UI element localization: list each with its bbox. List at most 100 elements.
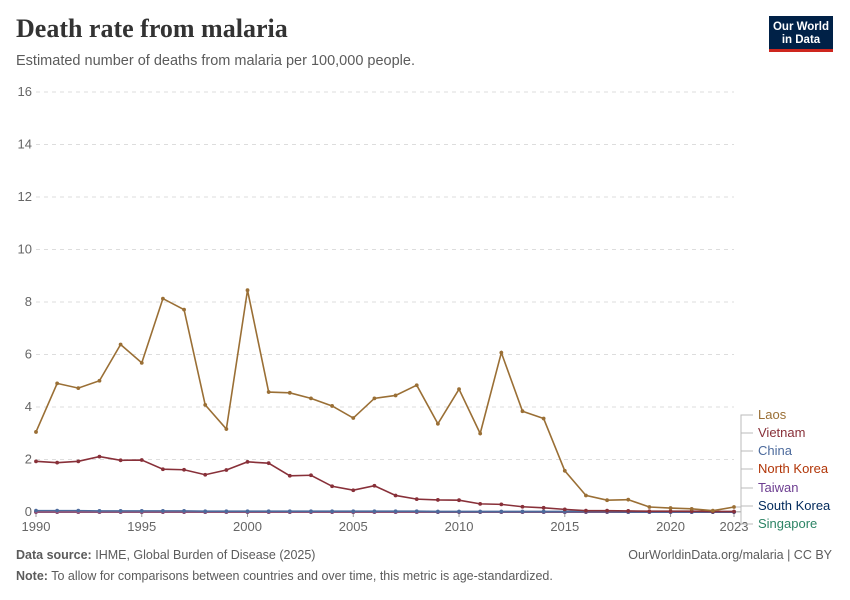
data-point <box>584 493 588 498</box>
series-lines <box>34 288 736 514</box>
data-point <box>351 416 356 420</box>
data-point <box>203 472 208 477</box>
data-point <box>161 509 165 513</box>
chart-subtitle: Estimated number of deaths from malaria … <box>16 53 415 69</box>
data-point <box>118 458 123 463</box>
data-point <box>478 509 483 514</box>
data-point <box>457 509 461 514</box>
x-tick-label: 2005 <box>339 519 368 534</box>
data-point <box>435 498 440 502</box>
series-label-taiwan[interactable]: Taiwan <box>758 480 798 495</box>
y-tick-label: 0 <box>25 504 32 519</box>
data-point <box>435 421 440 426</box>
chart-title: Death rate from malaria <box>16 14 288 43</box>
x-tick-label: 1990 <box>22 519 51 534</box>
x-tick-label: 2020 <box>656 519 685 534</box>
data-point <box>266 461 271 466</box>
y-tick-label: 2 <box>25 452 32 467</box>
y-axis-ticks: 0 2 4 6 8 10 12 14 16 <box>18 84 32 519</box>
data-point <box>224 509 229 514</box>
data-point <box>161 296 165 301</box>
data-point <box>435 509 440 514</box>
data-point <box>76 459 81 464</box>
owid-logo[interactable]: Our World in Data <box>769 16 833 52</box>
x-tick-label: 2015 <box>550 519 579 534</box>
data-point <box>245 509 250 514</box>
series-label-china[interactable]: China <box>758 443 793 458</box>
gridlines <box>36 91 734 513</box>
data-point <box>414 509 419 514</box>
data-point <box>605 498 609 503</box>
data-point <box>34 459 38 464</box>
label-connector <box>736 450 753 513</box>
x-axis-ticks: 1990 1995 2000 2005 2010 2015 2020 2023 <box>22 512 749 534</box>
data-point <box>457 387 461 392</box>
data-point <box>118 509 123 513</box>
x-tick-label: 1995 <box>127 519 156 534</box>
data-point <box>182 509 186 513</box>
data-point <box>499 350 504 355</box>
data-point <box>541 509 546 514</box>
data-point <box>330 404 335 408</box>
data-point <box>139 509 144 513</box>
series-label-laos[interactable]: Laos <box>758 407 787 422</box>
data-point <box>351 509 356 514</box>
note-text: To allow for comparisons between countri… <box>51 569 553 583</box>
data-point <box>605 508 609 513</box>
data-point <box>55 381 60 386</box>
logo-line-2: in Data <box>781 34 821 46</box>
note-line: Note: To allow for comparisons between c… <box>16 569 553 583</box>
label-connector <box>736 414 753 508</box>
data-point <box>55 460 60 465</box>
data-point <box>266 509 271 514</box>
data-point <box>182 307 186 312</box>
data-point <box>330 509 335 514</box>
data-point <box>372 509 377 514</box>
x-tick-label: 2023 <box>720 519 749 534</box>
series-labels[interactable]: Laos Vietnam China North Korea Taiwan South K… <box>736 407 831 531</box>
series-line-laos <box>35 290 735 512</box>
data-point <box>668 506 673 510</box>
note-label: Note: <box>16 569 48 583</box>
data-point <box>414 383 419 388</box>
data-point <box>626 497 631 502</box>
data-point <box>520 504 525 509</box>
source-text: IHME, Global Burden of Disease (2025) <box>95 548 316 562</box>
label-connector <box>736 487 753 513</box>
data-point <box>330 484 335 489</box>
data-point <box>309 473 313 478</box>
data-point <box>351 488 356 493</box>
data-point <box>478 431 483 436</box>
data-point <box>161 467 165 472</box>
data-point <box>541 505 546 510</box>
data-point <box>499 509 504 514</box>
y-tick-label: 6 <box>25 347 32 362</box>
data-point <box>76 508 81 513</box>
data-point <box>584 508 588 513</box>
data-point <box>562 468 567 473</box>
data-point <box>287 390 292 395</box>
data-point <box>668 509 673 514</box>
label-connector <box>736 468 753 513</box>
x-tick-label: 2000 <box>233 519 262 534</box>
data-point <box>689 506 694 511</box>
series-label-vietnam[interactable]: Vietnam <box>758 425 805 440</box>
data-point <box>647 505 652 509</box>
logo-line-1: Our World <box>772 21 829 33</box>
source-label: Data source: <box>16 548 92 562</box>
url-link[interactable]: OurWorldinData.org/malaria | CC BY <box>628 548 832 562</box>
data-point <box>393 393 398 398</box>
data-point <box>372 396 377 401</box>
data-point <box>97 454 102 459</box>
x-tick-label: 2010 <box>445 519 474 534</box>
data-point <box>203 509 208 514</box>
series-label-south-korea[interactable]: South Korea <box>758 498 831 513</box>
series-label-north-korea[interactable]: North Korea <box>758 461 829 476</box>
y-tick-label: 16 <box>18 84 32 99</box>
label-connector <box>736 432 753 512</box>
data-point <box>182 467 186 472</box>
y-tick-label: 4 <box>25 399 32 414</box>
series-label-singapore[interactable]: Singapore <box>758 516 817 531</box>
data-point <box>478 501 483 506</box>
